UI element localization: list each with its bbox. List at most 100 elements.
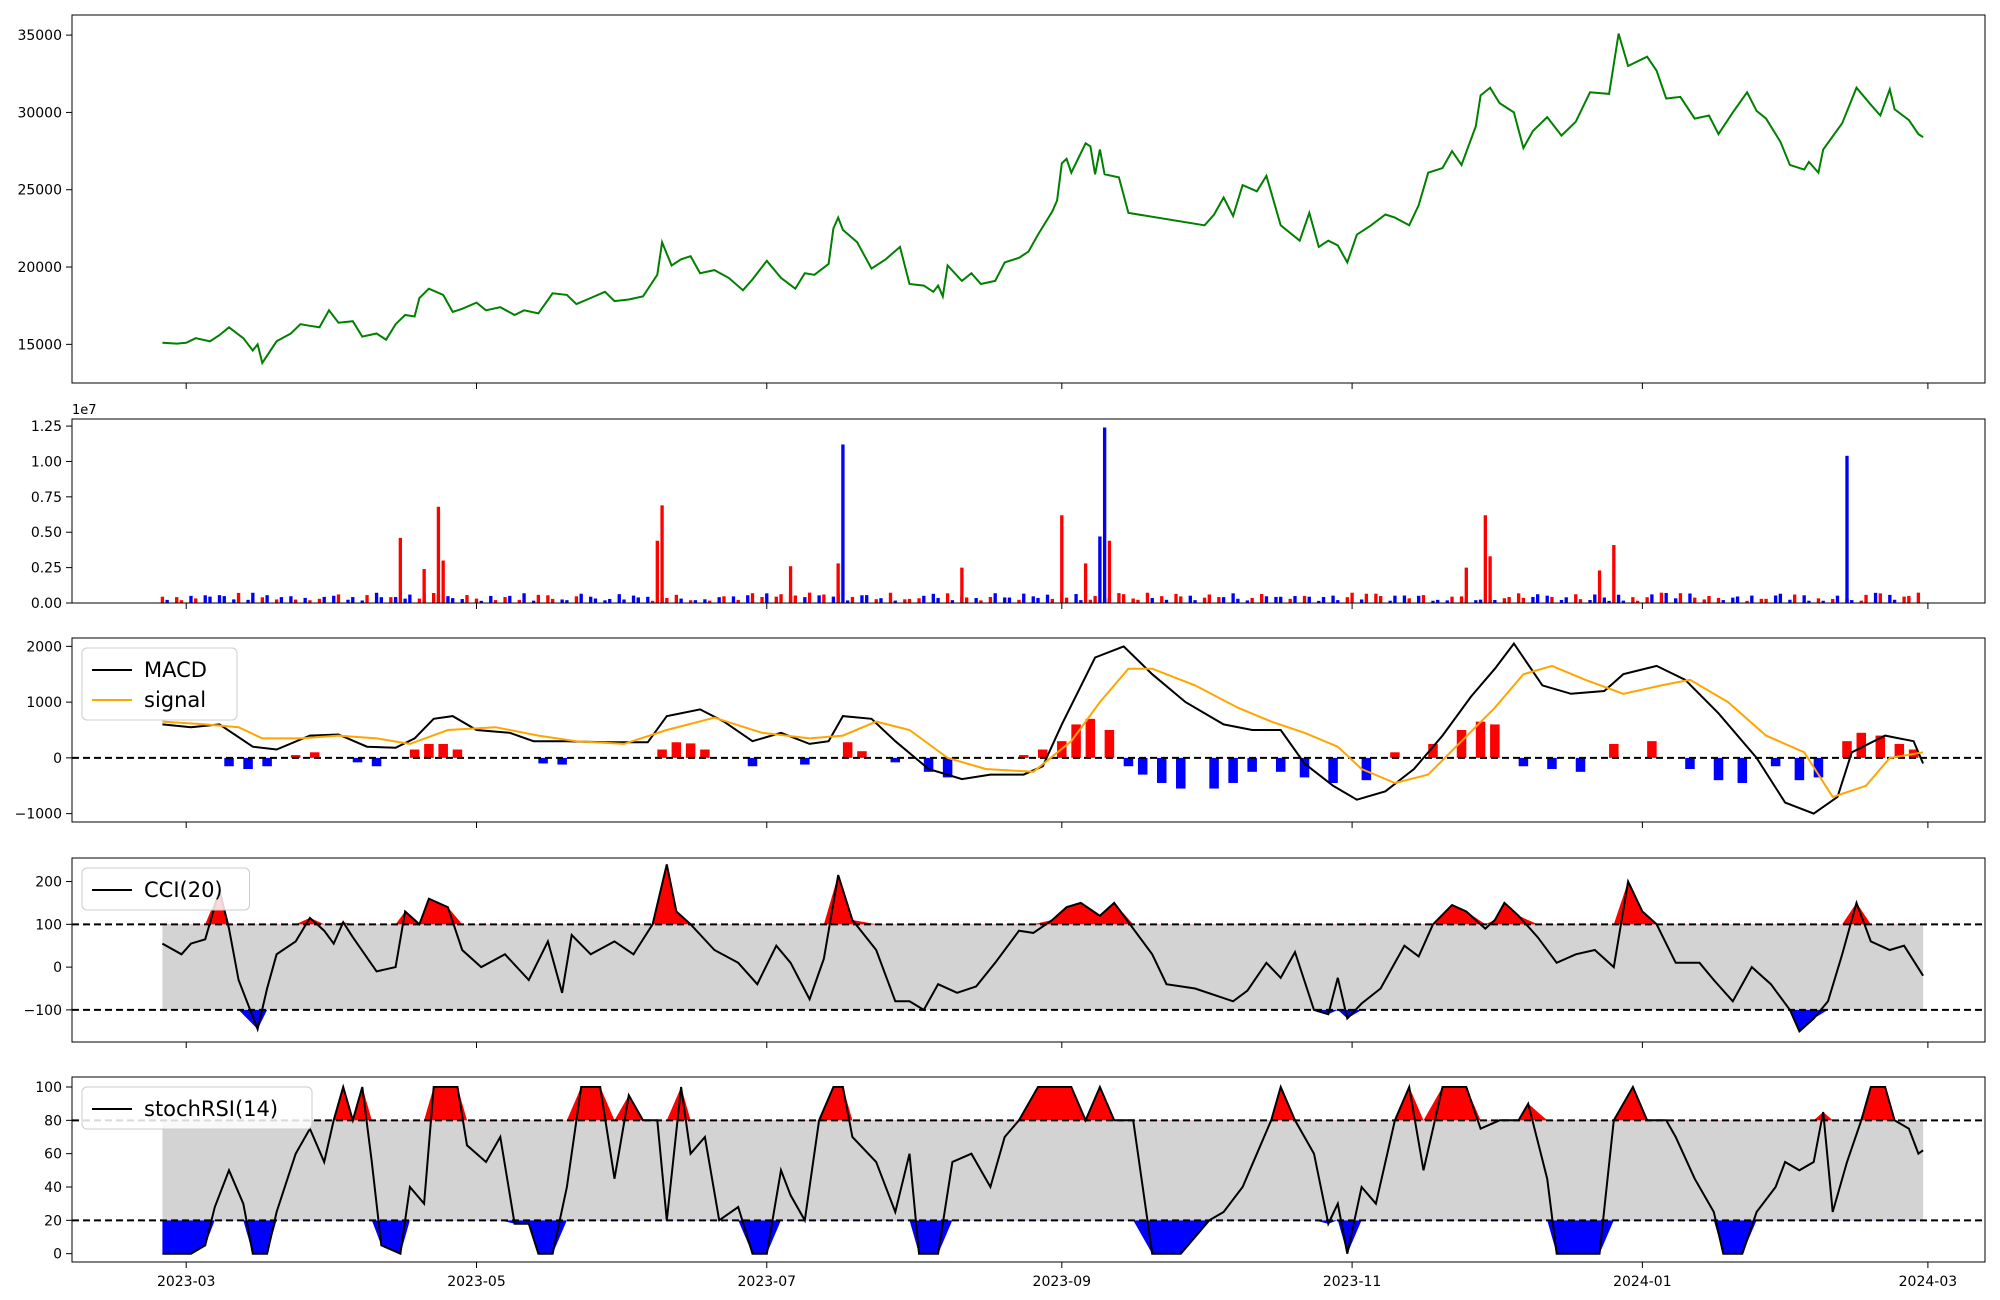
macd-legend-box: [81, 647, 238, 721]
volume-bar: [1264, 596, 1269, 603]
cci-axes-frame: [71, 857, 1986, 1043]
volume-bar: [1045, 594, 1050, 603]
volume-bar: [841, 444, 845, 603]
volume-bar: [408, 594, 412, 603]
volume-bar: [1802, 595, 1806, 603]
volume-bar: [617, 594, 621, 603]
volume-bar: [1064, 597, 1069, 603]
stochrsi-y-tick-label: 40: [44, 1180, 62, 1196]
volume-bar: [1293, 596, 1297, 603]
volume-bar: [1645, 597, 1649, 603]
volume-bar: [251, 592, 255, 603]
volume-bar: [1207, 594, 1211, 603]
volume-bar: [1274, 596, 1278, 603]
volume-bar: [565, 600, 569, 603]
macd-histogram-bar: [942, 757, 953, 778]
macd-axes-frame: [71, 637, 1986, 823]
volume-bar: [1902, 596, 1906, 603]
macd-histogram-bar: [1813, 757, 1824, 778]
macd-histogram-bar: [409, 749, 420, 758]
volume-bar: [1445, 600, 1449, 603]
volume-y-tick-label: 1.00: [31, 454, 62, 470]
volume-bar: [1873, 592, 1878, 603]
volume-bar: [1835, 595, 1840, 603]
volume-bar: [1093, 595, 1097, 603]
volume-bar: [1131, 598, 1135, 603]
volume-bar: [1302, 595, 1307, 603]
macd-histogram-bar: [1018, 755, 1029, 758]
volume-bar: [1407, 598, 1411, 603]
price-y-tick-label: 35000: [17, 28, 62, 44]
volume-bar: [1388, 600, 1392, 603]
price-y-tick-label: 25000: [17, 183, 62, 199]
macd-histogram-bar: [1176, 757, 1186, 789]
volume-bar: [803, 597, 807, 603]
volume-bar: [1745, 600, 1749, 603]
macd-histogram-bar: [1875, 735, 1886, 758]
volume-bar: [674, 594, 679, 603]
volume-bar: [1864, 594, 1868, 603]
volume-bar: [1574, 594, 1578, 603]
volume-bar: [817, 595, 821, 603]
volume-bar: [260, 597, 265, 603]
volume-bar: [1288, 598, 1292, 603]
volume-bar: [974, 598, 978, 603]
macd-histogram-bar: [1856, 732, 1867, 758]
macd-histogram-bar: [438, 743, 448, 758]
volume-bar: [1612, 544, 1616, 603]
volume-bar: [1421, 595, 1426, 603]
macd-histogram-bar: [1737, 757, 1748, 783]
volume-y-tick-label: 0.50: [31, 525, 62, 541]
cci-y-tick-label: −100: [24, 1003, 62, 1019]
macd-histogram-bar: [890, 757, 901, 763]
volume-bar: [1478, 599, 1483, 603]
macd-histogram-bar: [1247, 757, 1257, 772]
volume-bar: [917, 598, 921, 603]
volume-bar: [1845, 455, 1849, 603]
volume-bar: [232, 599, 236, 603]
volume-bar: [274, 599, 279, 603]
volume-bar: [793, 595, 797, 603]
volume-bar: [1050, 598, 1054, 603]
volume-bar: [1516, 593, 1521, 603]
volume-bar: [389, 597, 393, 603]
volume-bar: [1450, 596, 1454, 603]
volume-bar: [493, 600, 498, 603]
volume-bar: [1317, 600, 1321, 603]
macd-signal-line: [162, 664, 1924, 799]
volume-bar: [1260, 593, 1264, 603]
macd-histogram-bar: [1361, 757, 1372, 781]
macd-histogram-bar: [1085, 718, 1096, 758]
cci-band-fill: [162, 924, 1924, 1010]
volume-bar: [279, 597, 284, 603]
volume-bar: [1174, 593, 1178, 603]
volume-bar: [874, 599, 878, 603]
macd-histogram-bar: [1275, 757, 1286, 772]
volume-bar: [1759, 598, 1764, 603]
volume-offset-label: 1e7: [72, 403, 97, 418]
volume-bar: [1821, 600, 1825, 603]
volume-bar: [1888, 594, 1892, 603]
volume-y-tick-label: 0.00: [31, 596, 62, 612]
volume-bar: [750, 593, 755, 603]
cci-oversold-fill: [162, 1009, 1924, 1032]
volume-bar: [636, 597, 640, 603]
volume-bar: [736, 599, 740, 603]
volume-bar: [831, 596, 836, 603]
volume-bar: [1616, 594, 1621, 603]
volume-bar: [179, 600, 184, 603]
volume-bar: [1188, 595, 1192, 603]
volume-bar: [332, 595, 336, 603]
macd-histogram-bar: [1770, 757, 1781, 767]
volume-bar: [717, 597, 721, 603]
cci-y-tick-label: 0: [53, 960, 62, 976]
volume-bar: [1493, 600, 1497, 603]
volume-bar: [465, 595, 469, 603]
volume-bar: [1079, 600, 1083, 603]
volume-bar: [560, 599, 564, 603]
macd-legend-label: signal: [144, 688, 206, 712]
volume-bar: [1459, 596, 1464, 603]
volume-bar: [1707, 596, 1711, 603]
volume-bar: [403, 598, 407, 603]
